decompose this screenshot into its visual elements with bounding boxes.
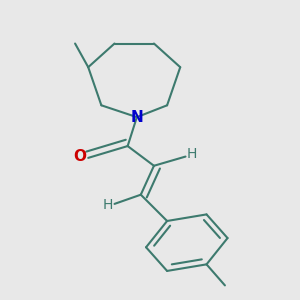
Text: N: N (130, 110, 143, 124)
Text: O: O (73, 149, 86, 164)
Text: H: H (187, 147, 197, 161)
Text: H: H (103, 198, 113, 212)
